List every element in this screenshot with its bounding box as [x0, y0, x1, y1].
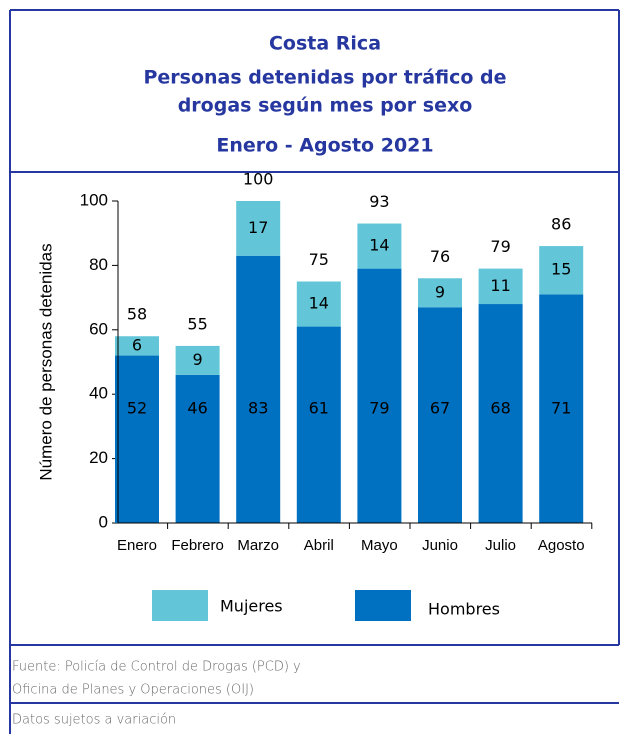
- legend-label: Mujeres: [220, 597, 283, 616]
- chart-subtitle: drogas según mes por sexo: [178, 95, 473, 117]
- x-tick-label: Julio: [485, 537, 516, 554]
- x-tick-label: Agosto: [538, 537, 585, 554]
- y-tick-label: 0: [99, 512, 108, 531]
- data-label: 9: [193, 350, 203, 369]
- y-axis-label: Número de personas detenidas: [36, 243, 55, 480]
- data-label: 9: [435, 282, 445, 301]
- total-label: 79: [490, 237, 510, 256]
- source: Oficina de Planes y Operaciones (OIJ): [12, 683, 254, 698]
- bar-segment: [175, 374, 220, 523]
- data-label: 61: [309, 399, 329, 418]
- legend-swatch: [152, 590, 208, 621]
- bar-segment: [115, 336, 159, 356]
- data-label: 11: [490, 276, 510, 295]
- data-label: 14: [309, 294, 329, 313]
- y-tick-label: 60: [89, 319, 108, 338]
- total-label: 100: [243, 170, 274, 189]
- x-tick-label: Mayo: [361, 537, 398, 554]
- data-label: 68: [490, 399, 510, 418]
- data-label: 71: [551, 399, 571, 418]
- bar-segment: [418, 278, 462, 308]
- data-label: 17: [248, 218, 268, 237]
- y-tick-label: 100: [80, 190, 108, 209]
- bar-segment: [357, 223, 402, 269]
- chart-period: Enero - Agosto 2021: [216, 135, 433, 157]
- data-label: 14: [369, 236, 389, 255]
- bar-segment: [175, 345, 220, 375]
- chart-title: Costa Rica: [269, 33, 381, 55]
- data-label: 67: [430, 399, 450, 418]
- frame: [9, 9, 620, 734]
- bar-segment: [236, 201, 281, 256]
- total-label: 76: [430, 247, 450, 266]
- chart-subtitle: Personas detenidas por tráfico de: [143, 67, 506, 89]
- note: Datos sujetos a variación: [12, 713, 176, 728]
- data-label: 52: [127, 399, 147, 418]
- bar-segment: [357, 268, 402, 523]
- total-label: 58: [127, 305, 147, 324]
- bar-segment: [478, 268, 523, 305]
- data-label: 79: [369, 399, 389, 418]
- bar-segment: [418, 307, 462, 523]
- bar-segment: [478, 304, 523, 523]
- bar-segment: [236, 255, 281, 524]
- bar-segment: [539, 294, 584, 523]
- y-tick-label: 80: [89, 255, 108, 274]
- data-label: 15: [551, 260, 571, 279]
- legend-swatch: [355, 590, 411, 621]
- y-tick-label: 40: [89, 384, 108, 403]
- source: Fuente: Policía de Control de Drogas (PC…: [12, 660, 301, 675]
- bar-segment: [115, 355, 159, 523]
- x-tick-label: Febrero: [171, 537, 224, 554]
- bar-segment: [296, 281, 341, 327]
- data-label: 6: [132, 335, 142, 354]
- y-tick-label: 20: [89, 448, 108, 467]
- x-tick-label: Marzo: [237, 537, 279, 554]
- total-label: 55: [187, 314, 207, 333]
- x-tick-label: Junio: [422, 537, 458, 554]
- bar-segment: [539, 246, 584, 295]
- x-tick-label: Enero: [117, 537, 157, 554]
- total-label: 75: [309, 250, 329, 269]
- bar-segment: [296, 326, 341, 523]
- data-label: 46: [187, 399, 207, 418]
- total-label: 86: [551, 215, 571, 234]
- data-label: 83: [248, 399, 268, 418]
- total-label: 93: [369, 192, 389, 211]
- legend-label: Hombres: [428, 600, 500, 619]
- x-tick-label: Abril: [304, 537, 334, 554]
